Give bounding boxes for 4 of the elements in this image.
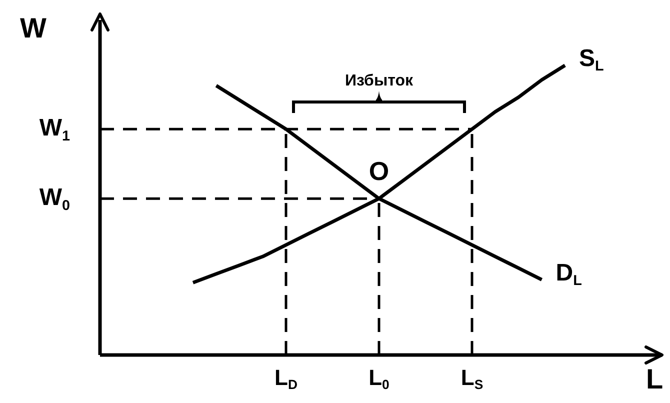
y-axis-title: W bbox=[20, 12, 47, 44]
annotation: Избыток bbox=[344, 72, 414, 90]
x-axis-title: L bbox=[646, 364, 664, 395]
annotation: O bbox=[368, 156, 390, 186]
